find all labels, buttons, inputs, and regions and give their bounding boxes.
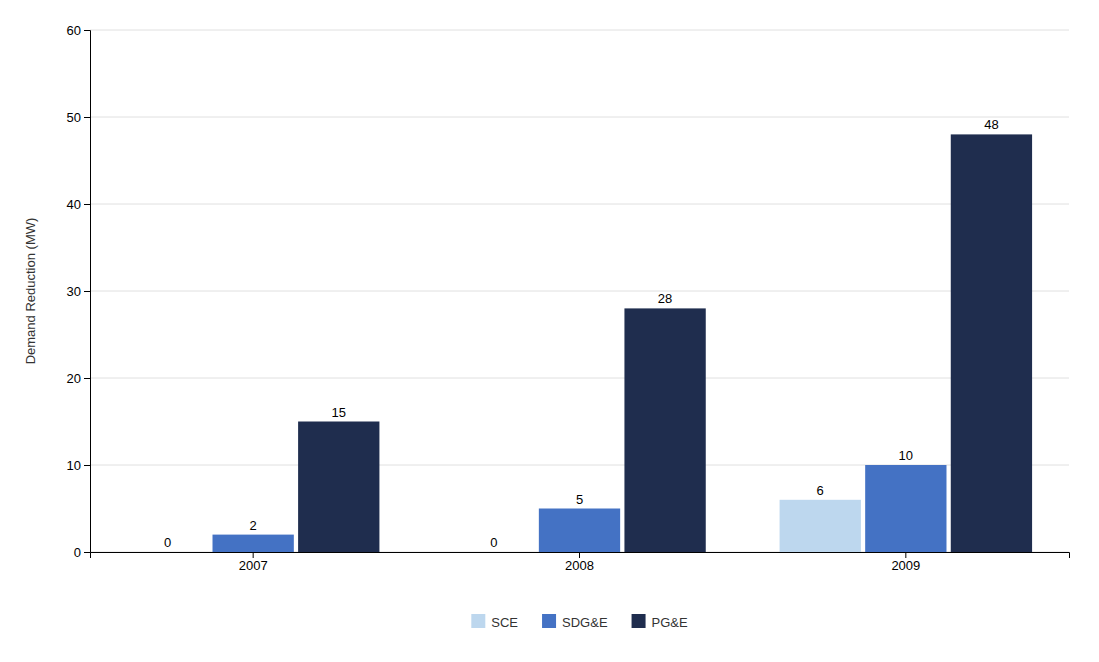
- data-label: 0: [164, 535, 171, 550]
- bars: [213, 134, 1033, 552]
- bar: [780, 500, 861, 552]
- y-tick: 50: [67, 110, 90, 125]
- legend-swatch: [542, 614, 556, 628]
- grid-line: [90, 378, 1069, 379]
- y-tick: 20: [67, 371, 90, 386]
- x-tick-label: 2007: [239, 558, 268, 573]
- data-labels: 0 0 6 2 5 10 15 28 48: [164, 117, 999, 550]
- x-tick-line: [253, 552, 254, 558]
- grid-line: [90, 117, 1069, 118]
- series: [780, 500, 861, 552]
- bar: [127, 552, 208, 553]
- x-tick-line: [905, 552, 906, 558]
- y-tick-label: 20: [67, 371, 81, 386]
- y-tick-label: 50: [67, 110, 81, 125]
- data-label: 10: [899, 448, 913, 463]
- data-label: 6: [817, 483, 824, 498]
- bar: [539, 509, 620, 553]
- bar: [213, 535, 294, 552]
- data-label: 48: [984, 117, 998, 132]
- legend-item: SCE: [471, 614, 518, 630]
- grid-line: [90, 30, 1069, 31]
- y-tick-label: 10: [67, 458, 81, 473]
- legend-label: PG&E: [652, 615, 688, 630]
- y-tick-line: [84, 378, 90, 379]
- y-tick: 0: [74, 545, 90, 560]
- y-tick-label: 30: [67, 284, 81, 299]
- chart: 0102030405060200720082009Demand Reductio…: [0, 0, 1099, 662]
- grid: [90, 30, 1069, 552]
- y-axis-line: [84, 31, 91, 553]
- legend-label: SDG&E: [562, 615, 608, 630]
- legend-swatch: [471, 614, 485, 628]
- bar: [865, 465, 946, 552]
- legend-swatch: [632, 614, 646, 628]
- bar: [624, 308, 705, 552]
- x-tick: 2009: [891, 552, 920, 573]
- y-tick-line: [84, 117, 90, 118]
- y-tick: 30: [67, 284, 90, 299]
- x-tick: 2008: [565, 552, 594, 573]
- y-tick: 10: [67, 458, 90, 473]
- y-tick: 40: [67, 197, 90, 212]
- plot: 0102030405060200720082009Demand Reductio…: [23, 23, 1070, 574]
- y-tick-label: 60: [67, 23, 81, 38]
- data-label: 2: [250, 518, 257, 533]
- x-tick-label: 2009: [891, 558, 920, 573]
- y-tick-label: 0: [74, 545, 81, 560]
- grid-line: [90, 291, 1069, 292]
- data-label: 0: [490, 535, 497, 550]
- y-tick-line: [84, 552, 90, 553]
- series: [298, 134, 1032, 552]
- x-tick-label: 2008: [565, 558, 594, 573]
- grid-line: [90, 204, 1069, 205]
- bar: [951, 134, 1032, 552]
- x-axis-line: [91, 553, 1070, 559]
- y-axis: 0 10 20 30 40 50 60: [67, 23, 91, 560]
- y-tick-line: [84, 291, 90, 292]
- y-tick-label: 40: [67, 197, 81, 212]
- data-label: 28: [658, 291, 672, 306]
- legend-item: SDG&E: [542, 614, 608, 630]
- y-tick: 60: [67, 23, 90, 38]
- legend: SCE SDG&E PG&E: [471, 614, 688, 630]
- data-label: 15: [332, 405, 346, 420]
- y-tick-line: [84, 30, 90, 31]
- y-axis-title: Demand Reduction (MW): [23, 218, 38, 365]
- bar: [298, 422, 379, 553]
- x-axis: 2007 2008 2009: [91, 552, 1070, 573]
- legend-item: PG&E: [632, 614, 688, 630]
- x-tick-line: [579, 552, 580, 558]
- bar: [453, 552, 534, 553]
- y-tick-line: [84, 204, 90, 205]
- data-label: 5: [576, 492, 583, 507]
- legend-label: SCE: [491, 615, 518, 630]
- x-tick: 2007: [239, 552, 268, 573]
- y-tick-line: [84, 465, 90, 466]
